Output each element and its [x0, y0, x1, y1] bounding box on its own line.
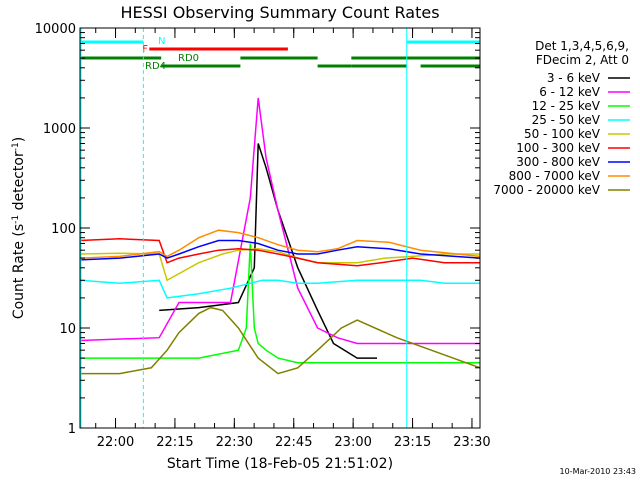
series-line-1 [159, 143, 377, 359]
legend-label-4: 25 - 50 keV [532, 113, 601, 127]
x-tick-label-5: 23:00 [334, 435, 371, 450]
legend-header-line-2: FDecim 2, Att 0 [536, 53, 629, 67]
x-tick-label-7: 23:30 [453, 435, 490, 450]
x-tick-label-3: 22:30 [216, 435, 253, 450]
annotation-layer: NF RD0 RD4 [80, 28, 481, 428]
y-tick-label-5: 10000 [35, 22, 76, 37]
y-axis-label-part-4: -1 [11, 142, 21, 151]
plot-area [79, 97, 481, 375]
series-line-5 [79, 248, 480, 282]
legend-label-5: 50 - 100 keV [524, 127, 601, 141]
footer-date: 10-Mar-2010 23:43 [560, 467, 637, 476]
flag-label-rd4: RD4 [145, 61, 166, 72]
x-tick-label-1: 22:00 [97, 435, 134, 450]
y-axis-label: Count Rate (s-1 detector-1) [11, 137, 27, 319]
flag-label-f: F [142, 44, 148, 55]
legend-label-7: 300 - 800 keV [516, 155, 600, 169]
x-tick-label-6: 23:15 [394, 435, 431, 450]
series-line-2 [79, 97, 480, 345]
legend-label-3: 12 - 25 keV [532, 99, 601, 113]
series-line-8 [79, 229, 481, 259]
legend-label-2: 6 - 12 keV [539, 85, 601, 99]
legend-label-1: 3 - 6 keV [547, 71, 601, 85]
x-axis-label: Start Time (18-Feb-05 21:51:02) [167, 456, 393, 472]
y-tick-label-2: 10 [59, 322, 76, 337]
series-line-4 [79, 279, 480, 299]
legend-label-6: 100 - 300 keV [516, 141, 600, 155]
plot-frame [79, 27, 481, 429]
y-axis-label-part-3: detector [11, 151, 27, 215]
x-tick-label-4: 22:45 [275, 435, 312, 450]
y-tick-label-4: 1000 [43, 122, 76, 137]
series-line-7 [79, 239, 481, 261]
y-axis-label-part-5: ) [11, 137, 27, 142]
flag-label-n: N [158, 36, 165, 47]
y-tick-label-3: 100 [51, 222, 76, 237]
series-line-9 [80, 306, 481, 375]
series-line-3 [80, 243, 480, 364]
legend-header-line-1: Det 1,3,4,5,6,9, [535, 39, 629, 53]
legend-label-9: 7000 - 20000 keV [493, 183, 600, 197]
legend: Det 1,3,4,5,6,9,FDecim 2, Att 0 3 - 6 keV… [493, 39, 630, 197]
flag-label-rd0: RD0 [178, 53, 199, 64]
y-tick-label-1: 1 [68, 422, 76, 437]
x-tick-label-2: 22:15 [156, 435, 193, 450]
legend-label-8: 800 - 7000 keV [509, 169, 601, 183]
chart-title: HESSI Observing Summary Count Rates [120, 3, 439, 22]
axes: 1 10 100 1000 10000 22:00 22:15 22:30 22:45 23:00… [35, 22, 491, 450]
y-axis-label-part-1: Count Rate (s [11, 224, 27, 319]
y-axis-label-part-2: -1 [11, 215, 21, 224]
